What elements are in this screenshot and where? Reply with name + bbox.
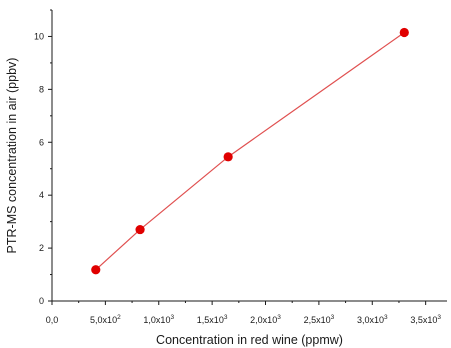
x-tick-label: 5,0x102	[90, 314, 121, 325]
y-tick-label: 0	[39, 296, 44, 306]
y-tick-label: 4	[39, 190, 44, 200]
x-axis-ticks: 0,0 5,0x102 1,0x103 1,5x103 2,0x103 2,5x103 3,…	[46, 301, 441, 325]
series-line	[95, 31, 405, 271]
x-tick-label: 3,5x103	[410, 314, 441, 325]
x-tick-label: 2,5x103	[304, 314, 335, 325]
data-point	[223, 152, 233, 162]
x-tick-label: 3,0x103	[357, 314, 388, 325]
x-tick-label: 2,0x103	[250, 314, 281, 325]
data-point	[399, 27, 409, 38]
y-axis-title: PTR-MS concentration in air (ppbv)	[5, 58, 19, 254]
x-tick-label: 1,0x103	[143, 314, 174, 325]
y-axis-ticks: 0 2 4 6 8 10	[34, 9, 52, 306]
x-tick-label: 1,5x103	[197, 314, 228, 325]
series-layer	[91, 27, 409, 275]
y-tick-label: 10	[34, 31, 44, 41]
y-tick-label: 6	[39, 137, 44, 147]
x-tick-label: 0,0	[46, 315, 59, 325]
x-axis-title: Concentration in red wine (ppmw)	[156, 333, 343, 347]
data-point	[135, 224, 145, 235]
data-point	[91, 265, 101, 275]
y-tick-label: 8	[39, 84, 44, 94]
y-tick-label: 2	[39, 243, 44, 253]
axes	[51, 10, 447, 302]
